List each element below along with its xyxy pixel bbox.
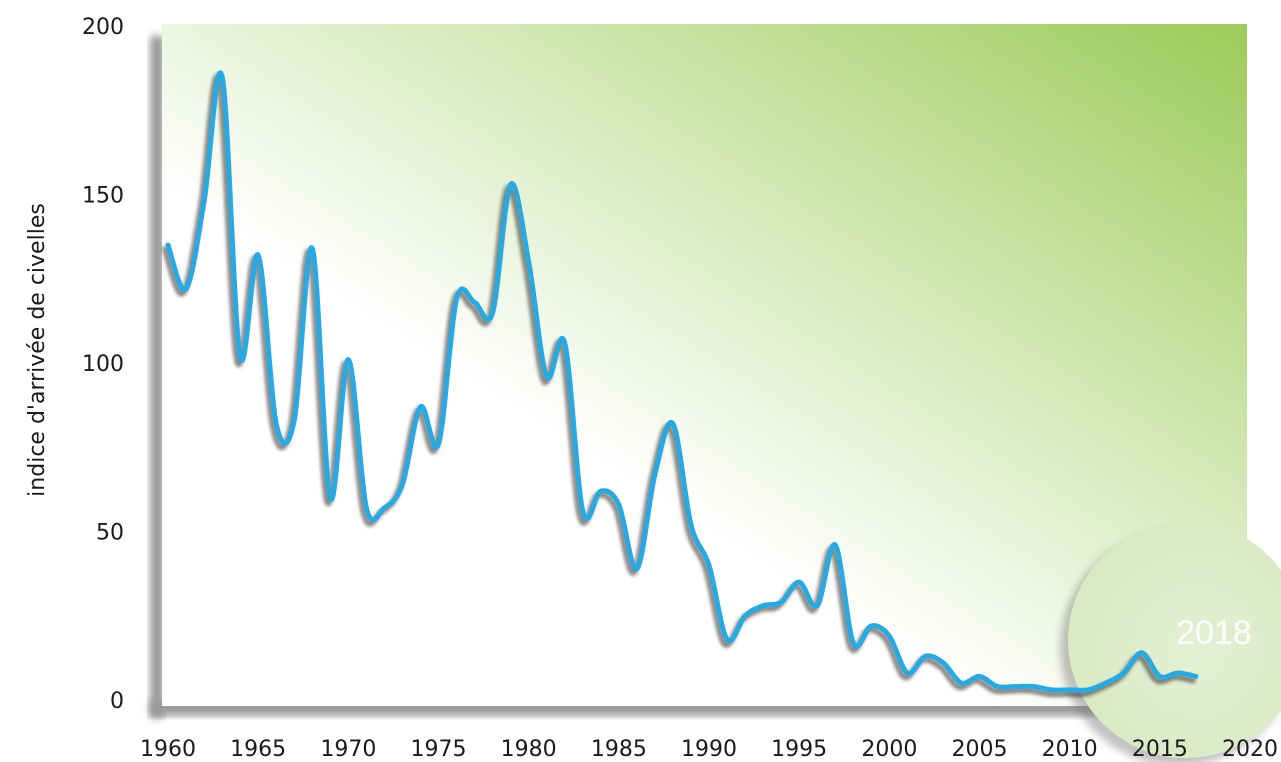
- y-tick-label: 50: [96, 521, 124, 546]
- y-axis-ticks: 0 50 100 150 200: [82, 15, 124, 714]
- data-point: [779, 600, 783, 604]
- data-point: [941, 661, 945, 665]
- data-point: [473, 300, 477, 304]
- data-point: [996, 685, 1000, 689]
- data-point: [220, 75, 224, 79]
- data-point: [509, 182, 513, 186]
- data-point: [184, 287, 188, 291]
- data-point: [851, 641, 855, 645]
- data-point: [491, 311, 495, 315]
- data-point: [1068, 688, 1072, 692]
- plot-shadow-left: [150, 36, 164, 718]
- x-tick-label: 1970: [320, 737, 376, 762]
- data-point: [563, 341, 567, 345]
- x-tick-label: 1960: [140, 737, 196, 762]
- data-point: [1032, 685, 1036, 689]
- data-point: [960, 681, 964, 685]
- y-tick-label: 100: [82, 352, 124, 377]
- data-point: [1194, 674, 1198, 678]
- data-point: [202, 199, 206, 203]
- x-tick-label: 2010: [1042, 737, 1098, 762]
- data-point: [1014, 685, 1018, 689]
- data-point: [581, 509, 585, 513]
- data-point: [1104, 681, 1108, 685]
- data-point: [166, 243, 170, 247]
- x-tick-label: 1975: [411, 737, 467, 762]
- annotation-circle: [1068, 522, 1281, 758]
- data-point: [437, 442, 441, 446]
- series-line: [165, 70, 1199, 693]
- data-point: [419, 405, 423, 409]
- data-point: [797, 580, 801, 584]
- data-point: [1086, 688, 1090, 692]
- data-point: [1140, 651, 1144, 655]
- x-tick-label: 2000: [861, 737, 917, 762]
- data-point: [617, 503, 621, 507]
- x-tick-label: 1985: [591, 737, 647, 762]
- data-point: [364, 506, 368, 510]
- data-point: [1158, 674, 1162, 678]
- data-point: [346, 358, 350, 362]
- data-point: [905, 671, 909, 675]
- data-point: [635, 567, 639, 571]
- annotation-label: 2018: [1176, 614, 1252, 652]
- y-tick-label: 0: [110, 689, 124, 714]
- data-point: [689, 523, 693, 527]
- data-point: [1176, 671, 1180, 675]
- data-point: [707, 563, 711, 567]
- data-point: [527, 260, 531, 264]
- series-group: [162, 70, 1199, 698]
- data-point: [292, 418, 296, 422]
- annotation-circle-group: [1060, 522, 1281, 762]
- data-point: [978, 674, 982, 678]
- data-point: [833, 543, 837, 547]
- x-tick-label: 2015: [1132, 737, 1188, 762]
- x-tick-label: 2020: [1222, 737, 1278, 762]
- data-point: [923, 654, 927, 658]
- data-point: [743, 614, 747, 618]
- data-point: [671, 422, 675, 426]
- x-tick-label: 1995: [771, 737, 827, 762]
- data-point: [869, 624, 873, 628]
- data-point: [455, 297, 459, 301]
- data-point: [599, 489, 603, 493]
- y-tick-label: 150: [82, 184, 124, 209]
- data-point: [725, 637, 729, 641]
- data-point: [238, 354, 242, 358]
- series-line-shadow: [162, 74, 1196, 698]
- data-point: [1122, 671, 1126, 675]
- x-tick-label: 1990: [681, 737, 737, 762]
- data-point: [545, 375, 549, 379]
- data-point: [328, 496, 332, 500]
- data-point: [256, 253, 260, 257]
- y-axis-title: indice d'arrivée de civelles: [25, 203, 50, 497]
- data-point: [382, 506, 386, 510]
- data-point: [1050, 688, 1054, 692]
- x-axis-ticks: 1960 1965 1970 1975 1980 1985 1990 1995 2000 2005…: [140, 737, 1278, 762]
- x-tick-label: 1980: [501, 737, 557, 762]
- x-tick-label: 1965: [230, 737, 286, 762]
- x-tick-label: 2005: [952, 737, 1008, 762]
- data-point: [815, 604, 819, 608]
- data-point: [761, 604, 765, 608]
- data-point: [400, 482, 404, 486]
- data-point: [310, 246, 314, 250]
- data-point: [274, 422, 278, 426]
- data-point: [653, 472, 657, 476]
- y-tick-label: 200: [82, 15, 124, 40]
- data-point: [887, 634, 891, 638]
